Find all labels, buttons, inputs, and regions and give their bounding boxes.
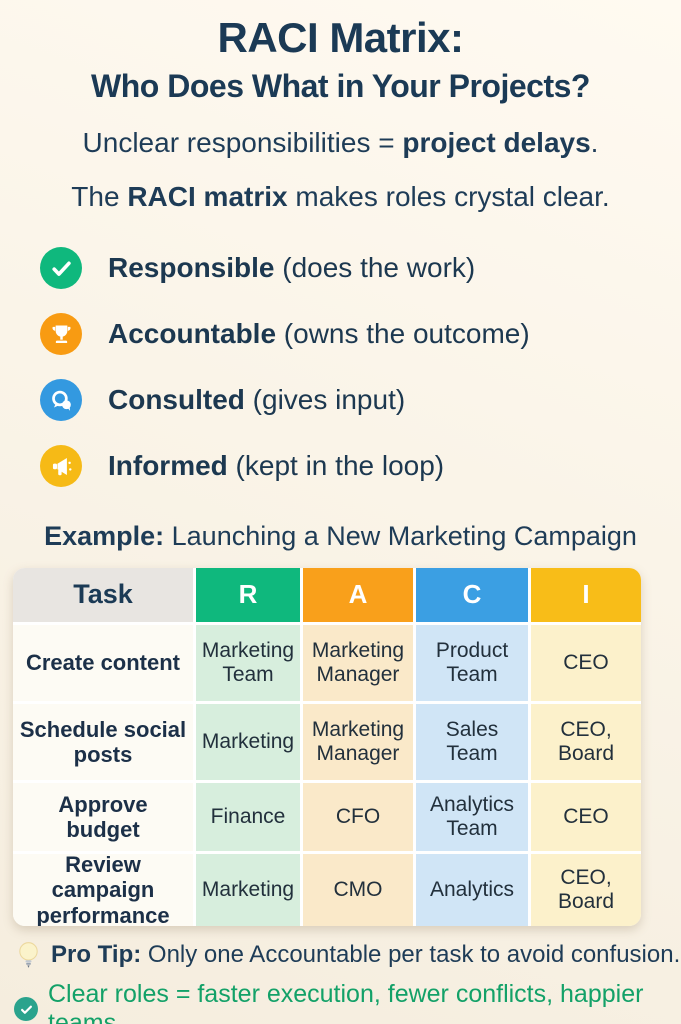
page-subtitle: Who Does What in Your Projects? [91,68,590,104]
legend-label: Consulted (gives input) [108,384,406,415]
c-cell: Analytics [416,854,528,926]
r-cell: Marketing [196,704,300,780]
raci-matrix-table: Task R A C I Create content Marketing Te… [13,568,641,926]
intro-1-pre: Unclear responsibilities = [82,127,403,158]
i-cell: CEO, Board [531,704,641,780]
r-cell: Marketing [196,854,300,926]
r-cell: Marketing Team [196,625,300,701]
legend-item-informed: Informed (kept in the loop) [40,445,681,487]
i-cell: CEO [531,783,641,851]
raci-legend: Responsible (does the work) Accountable … [40,247,681,487]
task-cell: Approve budget [13,783,193,851]
legend-item-consulted: Consulted (gives input) [40,379,681,421]
column-header-task: Task [13,568,193,622]
legend-item-responsible: Responsible (does the work) [40,247,681,289]
footer-takeaway: Clear roles = faster execution, fewer co… [14,980,681,1024]
intro-2-pre: The [71,181,128,212]
legend-label: Informed (kept in the loop) [108,450,445,481]
legend-item-accountable: Accountable (owns the outcome) [40,313,681,355]
column-header-c: C [416,568,528,622]
intro-2-bold: RACI matrix [127,181,288,212]
a-cell: CFO [303,783,413,851]
c-cell: Product Team [416,625,528,701]
pro-tip-text: Pro Tip: Only one Accountable per task t… [51,941,681,969]
legend-label: Responsible (does the work) [108,252,476,283]
i-cell: CEO [531,625,641,701]
a-cell: CMO [303,854,413,926]
check-circle-icon [14,997,38,1021]
column-header-a: A [303,568,413,622]
column-header-i: I [531,568,641,622]
trophy-icon [40,313,82,355]
c-cell: Analytics Team [416,783,528,851]
intro-2-post: makes roles crystal clear. [287,181,610,212]
megaphone-icon [40,445,82,487]
intro-line-1: Unclear responsibilities = project delay… [0,127,681,159]
footer-text: Clear roles = faster execution, fewer co… [48,980,644,1024]
check-circle-icon [40,247,82,289]
a-cell: Marketing Manager [303,625,413,701]
lightbulb-icon [16,940,41,971]
a-cell: Marketing Manager [303,704,413,780]
page-title: RACI Matrix: [217,14,464,61]
intro-1-post: . [590,127,599,158]
chat-bubble-icon [40,379,82,421]
i-cell: CEO, Board [531,854,641,926]
pro-tip: Pro Tip: Only one Accountable per task t… [16,940,681,971]
task-cell: Review campaign performance [13,852,193,926]
r-cell: Finance [196,783,300,851]
task-cell: Create content [13,625,193,701]
column-header-r: R [196,568,300,622]
intro-line-2: The RACI matrix makes roles crystal clea… [0,181,681,213]
c-cell: Sales Team [416,704,528,780]
task-cell: Schedule social posts [13,704,193,780]
example-heading: Example: Launching a New Marketing Campa… [44,521,637,551]
legend-label: Accountable (owns the outcome) [108,318,530,349]
intro-1-bold: project delays [402,127,591,158]
